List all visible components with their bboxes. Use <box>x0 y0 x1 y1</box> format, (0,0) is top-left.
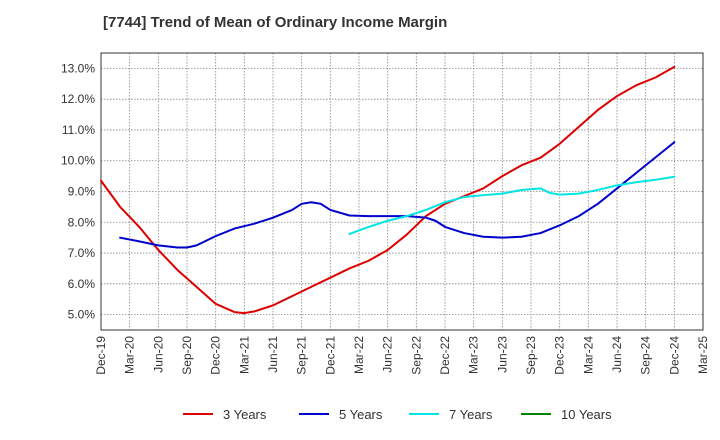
x-tick-label: Jun-22 <box>381 336 395 373</box>
series-line-7-years <box>348 175 676 235</box>
y-tick-label: 6.0% <box>68 277 96 291</box>
y-tick-label: 7.0% <box>68 246 96 260</box>
x-tick-label: Sep-22 <box>409 336 423 375</box>
x-tick-label: Dec-21 <box>323 336 337 375</box>
plot-border <box>100 52 704 331</box>
y-tick-label: 8.0% <box>68 215 96 229</box>
y-tick-label: 10.0% <box>61 154 95 168</box>
legend-label: 7 Years <box>449 407 493 422</box>
y-tick-label: 12.0% <box>61 92 95 106</box>
y-tick-label: 5.0% <box>68 308 96 322</box>
x-tick-label: Jun-23 <box>495 336 509 373</box>
axis-layer: 5.0% 6.0% 7.0% 8.0% 9.0% 10.0% 11.0% 12.0% 13.0%… <box>61 52 710 375</box>
x-tick-label: Mar-24 <box>581 336 595 374</box>
y-tick-label: 11.0% <box>62 123 95 137</box>
legend-label: 10 Years <box>561 407 612 422</box>
x-tick-label: Mar-23 <box>467 336 481 374</box>
x-tick-label: Sep-23 <box>524 336 538 375</box>
x-tick-label: Dec-19 <box>94 336 108 375</box>
x-tick-label: Mar-22 <box>352 336 366 374</box>
x-tick-label: Dec-23 <box>553 336 567 375</box>
x-tick-label: Sep-21 <box>295 336 309 375</box>
chart-title: [7744] Trend of Mean of Ordinary Income … <box>103 14 448 31</box>
x-tick-label: Mar-25 <box>696 336 710 374</box>
x-tick-label: Mar-20 <box>123 336 137 374</box>
x-tick-label: Jun-24 <box>610 336 624 373</box>
legend: 3 Years 5 Years 7 Years 10 Years <box>183 407 612 422</box>
x-tick-label: Dec-22 <box>438 336 452 375</box>
legend-label: 3 Years <box>223 407 267 422</box>
y-tick-label: 13.0% <box>61 61 95 75</box>
x-tick-label: Dec-20 <box>209 336 223 375</box>
series-line-3-years <box>100 65 676 315</box>
legend-label: 5 Years <box>339 407 383 422</box>
x-tick-label: Jun-20 <box>151 336 165 373</box>
series-layer <box>100 65 676 315</box>
y-tick-label: 9.0% <box>68 185 96 199</box>
x-tick-label: Jun-21 <box>266 336 280 373</box>
x-tick-label: Sep-24 <box>639 336 653 375</box>
x-tick-label: Mar-21 <box>237 336 251 374</box>
x-tick-label: Sep-20 <box>180 336 194 375</box>
series-line-5-years <box>119 141 676 249</box>
x-tick-label: Dec-24 <box>667 336 681 375</box>
